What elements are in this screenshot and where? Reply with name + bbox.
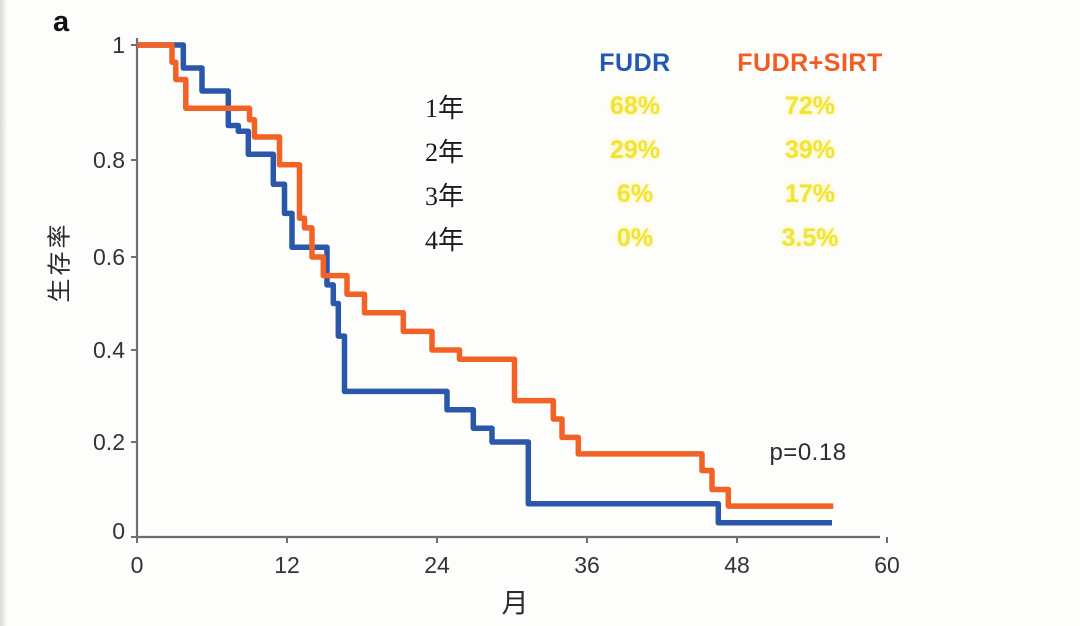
fudr-value: 0% <box>616 223 654 252</box>
survival-table: FUDR FUDR+SIRT 1年 68% 72% 2年 29% 39% 3年 6% 17% 4年… <box>420 42 885 260</box>
fudr-sirt-value: 3.5% <box>781 223 839 252</box>
fudr-value: 6% <box>616 179 654 208</box>
y-tick-label: 0.2 <box>93 429 125 455</box>
x-tick-label: 36 <box>574 552 600 578</box>
year-label: 1年 <box>425 93 465 123</box>
x-axis-title: 月 <box>501 588 529 619</box>
y-tick-label: 0.8 <box>93 147 125 173</box>
x-tick-label: 0 <box>131 552 144 578</box>
year-label: 2年 <box>425 137 465 167</box>
fudr-sirt-value: 17% <box>784 179 836 208</box>
year-label: 3年 <box>425 181 465 211</box>
x-tick-label: 12 <box>274 552 300 578</box>
fudr-sirt-value: 72% <box>784 91 836 120</box>
x-tick-label: 48 <box>724 552 750 578</box>
y-tick-label: 0.6 <box>93 244 125 270</box>
fudr-value: 68% <box>609 91 661 120</box>
fudr-value: 29% <box>609 135 661 164</box>
p-value-annotation: p=0.18 <box>769 439 847 466</box>
survival-curve-fudr-sirt <box>137 42 834 509</box>
y-axis-title: 生存率 <box>47 221 74 303</box>
fudr-sirt-value: 39% <box>784 135 836 164</box>
year-label: 4年 <box>425 225 465 255</box>
x-tick-label: 24 <box>424 552 450 578</box>
column-header-fudr-sirt: FUDR+SIRT <box>737 48 883 77</box>
x-tick-label: 60 <box>874 552 900 578</box>
column-header-fudr: FUDR <box>599 48 671 77</box>
survival-curve-fudr <box>137 42 832 526</box>
y-tick-label: 0.4 <box>93 337 125 363</box>
y-tick-label: 0 <box>112 518 125 544</box>
y-tick-label: 1 <box>112 32 125 58</box>
panel-label: a <box>53 6 70 38</box>
table-corner-cell <box>420 42 535 84</box>
